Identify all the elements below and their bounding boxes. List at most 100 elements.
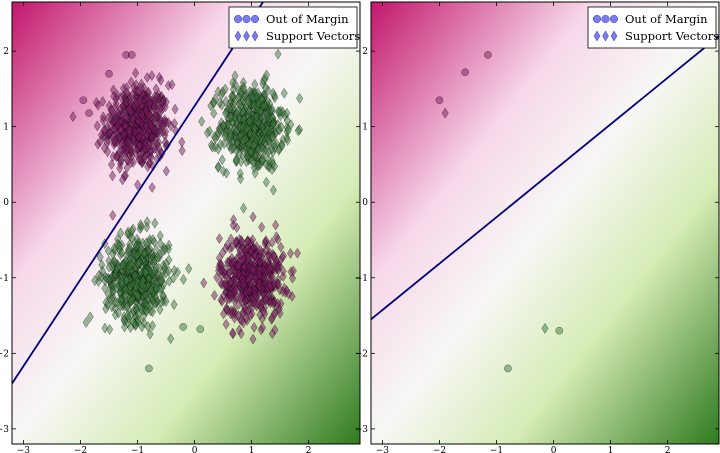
support-vector-point [284,134,292,146]
legend-label-out-of-margin: Out of Margin [625,12,708,26]
x-tick-label: −2 [74,446,87,453]
support-vector-point [243,242,251,254]
support-vector-point [132,67,140,79]
x-tick-label: 0 [551,446,557,453]
support-vector-point [235,92,243,104]
support-vector-point [117,155,125,167]
support-vector-point [210,289,218,301]
support-vector-point [135,131,143,143]
support-vector-point [169,272,177,284]
support-vector-point [284,124,292,136]
out-of-margin-point [79,96,88,105]
support-vector-point [148,70,156,82]
support-vector-point [105,261,113,273]
support-vector-point [216,97,224,109]
decision-background [12,2,360,444]
support-vector-point [140,144,148,156]
support-vector-point [262,82,270,94]
support-vector-point [240,84,248,96]
support-vector-point [100,125,108,137]
support-vector-point [101,322,109,334]
support-vector-point [272,219,280,231]
support-vector-point [441,107,449,119]
support-vector-point [222,318,230,330]
x-tick-label: 0 [192,446,198,453]
support-vector-point [147,119,155,131]
support-vector-point [279,265,287,277]
support-vector-point [248,308,256,320]
support-vector-point [156,237,164,249]
support-vector-point [250,157,258,169]
out-of-margin-point [435,96,444,105]
support-vector-point [243,312,251,324]
y-tick-label: −2 [355,349,368,359]
support-vector-point [149,234,157,246]
support-vector-point [127,76,135,88]
support-vector-point [119,137,127,149]
support-vector-point [287,247,294,259]
support-vector-point [136,140,144,152]
support-vector-point [198,116,206,128]
support-vector-point [124,309,132,321]
legend-diamond-marker [602,30,609,42]
x-tick-label: −1 [131,446,144,453]
x-tick-label: −2 [433,446,446,453]
support-vector-point [116,240,124,252]
support-vector-point [132,288,140,300]
out-of-margin-point [85,109,93,117]
support-vector-point [143,92,151,103]
support-vector-point [256,281,264,293]
support-vector-point [110,280,118,292]
support-vector-point [151,298,159,310]
support-vector-point [154,252,162,264]
legend-box [228,6,358,49]
x-tick-label: 1 [249,446,255,453]
legend: Out of Margin Support Vectors [587,6,719,49]
support-vector-point [136,246,144,258]
support-vector-point [114,119,122,130]
support-vector-point [101,282,109,294]
support-vector-point [143,221,151,233]
support-vector-point [96,251,104,263]
panel-1: −3 −2 −1 0 1 2 −3 −2 −1 0 1 2 Out of Margin Support V… [0,1,361,453]
support-vector-point [86,311,94,323]
support-vector-point [232,155,240,167]
support-vector-point [264,124,272,136]
support-vector-point [152,83,160,95]
support-vector-point [82,316,90,328]
y-tick-label: 1 [3,123,9,133]
support-vector-point [283,115,291,127]
support-vector-point [251,167,259,179]
support-vector-point [276,307,284,319]
support-vector-point [170,265,178,276]
support-vector-point [123,154,131,166]
x-tick-label: −3 [17,446,31,453]
support-vector-point [94,99,102,111]
support-vector-point [227,143,235,155]
support-vector-point [146,328,154,340]
support-vector-point [138,321,146,333]
support-vector-point [293,247,301,259]
legend-diamond-marker [243,30,250,42]
support-vector-point [246,85,254,97]
support-vector-point [116,162,124,174]
support-vector-point [141,289,149,301]
support-vector-point [241,295,249,307]
support-vector-point [278,140,286,152]
support-vector-point [222,167,230,179]
support-vector-point [229,219,237,231]
support-vector-point [221,130,229,142]
support-vector-point [126,106,134,118]
out-of-margin-point [127,51,136,59]
support-vector-point [134,258,142,270]
support-vector-point [268,131,276,143]
support-vector-point [243,123,251,134]
support-vector-point [279,286,287,298]
legend-diamond-marker [610,30,618,42]
support-vector-point [147,284,155,296]
out-of-margin-point [105,69,113,78]
support-vector-point [113,89,121,101]
legend-circle-marker [601,14,610,23]
support-vector-point [215,233,223,245]
